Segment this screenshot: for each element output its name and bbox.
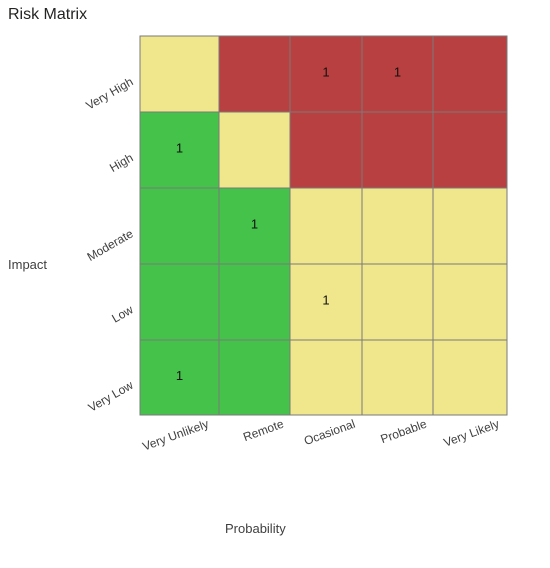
matrix-cell-r2-c4 (432, 187, 508, 265)
cell-count-r4-c0: 1 (176, 368, 183, 383)
matrix-cell-r4-c2 (289, 339, 363, 416)
x-tick-label: Probable (379, 417, 429, 447)
matrix-cell-r3-c4 (432, 263, 508, 341)
matrix-cell-r0-c0 (139, 35, 220, 113)
x-tick-label: Ocasional (302, 417, 357, 448)
matrix-cell-r0-c1 (218, 35, 291, 113)
matrix-cell-r0-c4 (432, 35, 508, 113)
matrix-cell-r0-c2 (289, 35, 363, 113)
matrix-cell-r4-c4 (432, 339, 508, 416)
y-tick-label: Low (109, 302, 135, 325)
cell-count-r0-c3: 1 (394, 64, 401, 79)
cell-count-r3-c2: 1 (322, 292, 329, 307)
cell-count-r2-c1: 1 (251, 216, 258, 231)
matrix-cell-r2-c1 (218, 187, 291, 265)
cell-count-r0-c2: 1 (322, 64, 329, 79)
cell-count-r1-c0: 1 (176, 140, 183, 155)
matrix-cell-r1-c1 (218, 111, 291, 189)
y-tick-label: Very High (83, 74, 135, 112)
matrix-cell-r3-c2 (289, 263, 363, 341)
x-tick-label: Very Unlikely (141, 417, 211, 454)
matrix-cell-r4-c0 (139, 339, 220, 416)
y-tick-label: Moderate (85, 226, 136, 264)
matrix-cell-r2-c0 (139, 187, 220, 265)
matrix-cell-r3-c3 (361, 263, 434, 341)
x-tick-label: Very Likely (442, 417, 501, 450)
chart-title: Risk Matrix (8, 6, 88, 23)
matrix-cell-r3-c1 (218, 263, 291, 341)
x-tick-label: Remote (241, 417, 286, 445)
matrix-cell-r1-c0 (139, 111, 220, 189)
y-tick-label: High (107, 150, 135, 174)
matrix-cell-r1-c3 (361, 111, 434, 189)
matrix-cell-r4-c3 (361, 339, 434, 416)
x-axis-label: Probability (225, 521, 286, 536)
matrix-cell-r2-c3 (361, 187, 434, 265)
matrix-cell-r1-c4 (432, 111, 508, 189)
y-axis-label: Impact (8, 257, 48, 272)
y-tick-label: Very Low (86, 378, 136, 415)
matrix-cell-r2-c2 (289, 187, 363, 265)
matrix-cell-r1-c2 (289, 111, 363, 189)
matrix-cell-r4-c1 (218, 339, 291, 416)
matrix-cell-r3-c0 (139, 263, 220, 341)
